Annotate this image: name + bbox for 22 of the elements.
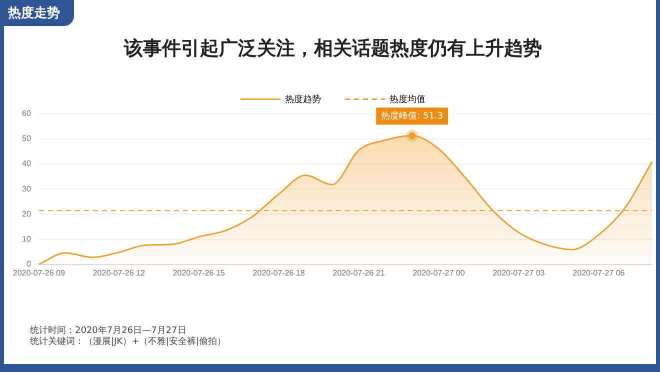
y-tick-label: 40 <box>22 159 32 168</box>
legend-label: 热度趋势 <box>285 94 321 104</box>
x-tick-label: 2020-07-26 18 <box>252 268 306 278</box>
chart-title: 该事件引起广泛关注，相关话题热度仍有上升趋势 <box>123 37 542 60</box>
y-tick-label: 0 <box>26 260 32 269</box>
x-tick-label: 2020-07-27 06 <box>572 268 626 278</box>
text: 统计时间：2020年7月26日—7月27日 <box>30 326 188 336</box>
y-tick-label: 50 <box>22 134 32 144</box>
y-tick-label: 20 <box>22 209 32 218</box>
annotation: 热度峰值: 51.3 <box>381 110 444 122</box>
y-tick-label: 30 <box>22 184 32 194</box>
x-tick-label: 2020-07-26 21 <box>332 268 386 278</box>
x-tick-label: 2020-07-26 09 <box>12 268 66 278</box>
y-tick-label: 10 <box>22 234 32 244</box>
legend-label: 热度均值 <box>390 94 426 104</box>
y-tick-label: 60 <box>22 109 32 118</box>
x-tick-label: 2020-07-27 00 <box>412 268 466 278</box>
x-tick-label: 2020-07-27 03 <box>492 268 546 278</box>
x-tick-label: 2020-07-26 12 <box>92 268 146 278</box>
text: 热度走势 <box>0 0 74 26</box>
x-tick-label: 2020-07-26 15 <box>172 268 226 278</box>
text: 统计关键词：（漫展|JK）+（不雅|安全裤|偷拍） <box>30 337 226 348</box>
